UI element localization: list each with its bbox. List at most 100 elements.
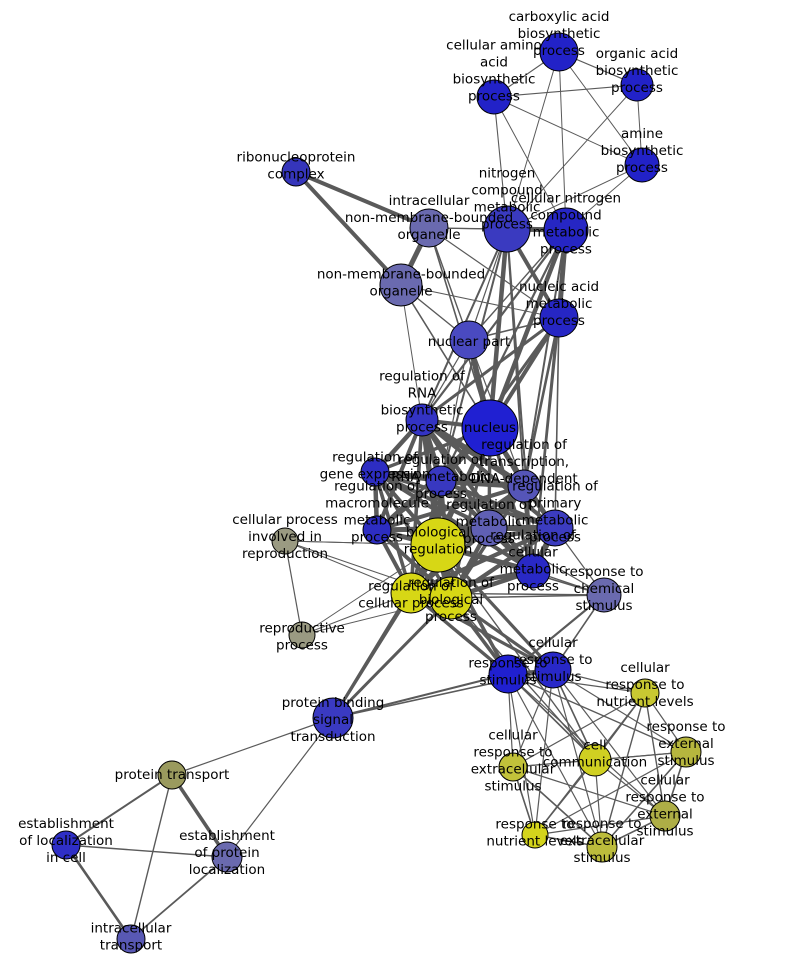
graph-edge [601,692,646,848]
graph-node[interactable]: biological regulation [410,517,466,573]
graph-edge [487,226,510,431]
graph-edge [64,843,133,941]
graph-node[interactable]: establishment of localization in cell [51,830,81,860]
graph-node[interactable]: regulation of transcription, DNA-depende… [507,469,541,503]
graph-edge [554,317,560,529]
graph-node[interactable]: response to chemical stimulus [586,577,622,613]
graph-node[interactable]: ribonucleoprotein complex [281,157,311,187]
graph-node[interactable]: regulation of metabolic process [470,509,508,547]
graph-node[interactable]: carboxylic acid biosynthetic process [539,32,579,72]
graph-edge [400,284,560,319]
graph-node[interactable]: regulation of RNA biosynthetic process [405,403,439,437]
graph-edge [507,673,596,761]
graph-node[interactable]: cellular process involved in reproductio… [271,527,299,555]
graph-edge [552,669,603,848]
graph-edge [65,844,228,858]
graph-edge [331,591,413,720]
graph-node[interactable]: amine biosynthetic process [624,147,660,183]
graph-node[interactable]: regulation of gene expression [360,457,390,487]
graph-edge [468,229,567,341]
graph-node[interactable]: regulation of primary metabolic process [536,509,574,547]
edge-layer [64,51,687,941]
graph-edge [294,170,431,230]
graph-node[interactable]: establishment of protein localization [211,841,243,873]
graph-edge [226,717,334,858]
graph-edge [373,470,535,573]
graph-edge [507,673,687,753]
graph-node[interactable]: response to external stimulus [670,736,702,768]
graph-node[interactable]: cellular response to nutrient levels [630,678,660,708]
graph-node[interactable]: non-membrane-bounded organelle [379,263,423,307]
graph-node[interactable]: cellular response to extracellular stimu… [498,752,528,782]
graph-node[interactable]: regulation of RNA metabolic process [425,465,457,497]
graph-node[interactable]: organic acid biosynthetic process [620,68,654,102]
graph-edge [171,717,334,776]
graph-node[interactable]: nucleic acid metabolic process [539,298,579,338]
graph-edge [506,593,606,676]
graph-edge [552,669,666,817]
node-layer[interactable]: carboxylic acid biosynthetic process orga… [51,32,702,954]
graph-edge [506,51,560,230]
graph-edge [512,692,646,768]
graph-edge [493,96,643,166]
graph-edge [507,673,646,694]
graph-edge [373,470,557,530]
graph-edge [534,669,554,836]
graph-edge [420,316,561,422]
graph-edge [506,164,643,230]
graph-node[interactable]: regulation of cellular metabolic process [515,553,551,589]
graph-node[interactable]: regulation of macromolecule metabolic pr… [362,515,392,545]
graph-edge [170,773,229,859]
graph-node[interactable]: cellular response to stimulus [534,651,572,689]
graph-edge [512,766,603,848]
graph-node[interactable]: regulation of biological process [429,576,473,620]
graph-node[interactable]: nitrogen compound metabolic process [483,205,531,253]
graph-edge [428,227,560,319]
graph-edge [523,229,567,487]
graph-node[interactable]: protein transport [157,760,187,790]
graph-edge [65,774,173,846]
graph-edge [534,815,666,836]
graph-node[interactable]: protein binding signal transduction [312,697,354,739]
graph-node[interactable]: response to stimulus [488,654,528,694]
graph-node[interactable]: regulation of cellular process [390,572,432,614]
graph-node[interactable]: cellular response to external stimulus [649,800,681,832]
graph-edge [373,470,491,530]
graph-edge [400,284,423,421]
graph-node[interactable]: nucleus [461,399,519,457]
graph-edge [507,673,603,848]
graph-edge [408,525,558,596]
graph-node[interactable]: reproductive process [288,621,316,649]
graph-edge [130,856,228,940]
graph-edge [534,751,687,836]
graph-node[interactable]: response to nutrient levels [521,821,549,849]
graph-node[interactable]: cell communication [578,743,612,777]
graph-edge [507,673,666,817]
graph-edge [420,228,568,422]
graph-node[interactable]: response to extracellular stimulus [586,831,618,863]
graph-edge [450,594,605,599]
graph-edge [284,540,303,636]
graph-node[interactable]: cellular nitrogen compound metabolic pro… [543,207,589,253]
graph-edge [507,673,536,836]
graph-edge [493,84,638,98]
graph-edge [558,51,643,166]
graph-edge [512,766,666,817]
graph-edge [522,316,561,488]
graph-edge [436,543,555,672]
graph-node[interactable]: intracellular transport [116,924,146,954]
graph-node[interactable]: cellular amino acid biosynthetic process [476,79,512,115]
graph-edge [437,544,596,761]
graph-edge [332,673,509,719]
graph-edge [331,596,453,720]
graph-edge [552,669,687,753]
graph-node[interactable]: nuclear part [449,320,489,360]
graph-edge [294,170,403,287]
graph-node[interactable]: intracellular non-membrane-bounded organ… [409,208,449,248]
graph-edge [284,540,412,594]
graph-edge [493,96,567,231]
graph-edge [301,597,452,636]
graph-edge [420,418,557,530]
